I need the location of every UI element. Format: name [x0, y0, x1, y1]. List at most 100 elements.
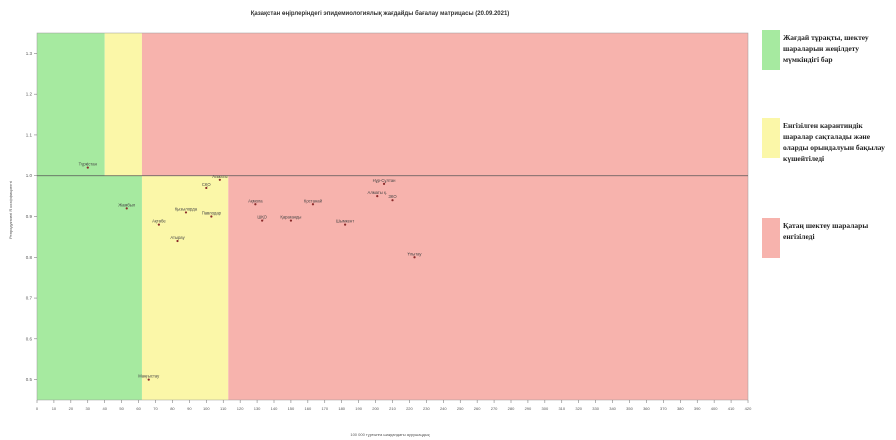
zone-3 [37, 175, 142, 400]
point-label: Жамбыл [118, 202, 135, 207]
data-point [125, 207, 128, 210]
legend-text-maintain: Енгізілген карантиндік шаралар сақталады… [783, 121, 885, 163]
point-label: Шымкент [336, 219, 354, 224]
x-tick-label: 20 [69, 406, 74, 411]
point-label: Алматы қ. [368, 190, 387, 195]
y-axis-label: Репродуктивті R коэффициенті [8, 181, 13, 239]
point-label: Павлодар [202, 211, 222, 216]
y-tick-label: 0.8 [26, 255, 33, 260]
data-point [254, 203, 257, 206]
zone-0 [37, 33, 105, 176]
x-tick-label: 180 [338, 406, 345, 411]
data-point [184, 211, 188, 214]
x-tick-label: 220 [406, 406, 413, 411]
x-tick-label: 300 [542, 406, 549, 411]
x-tick-label: 10 [52, 406, 57, 411]
y-tick-label: 0.7 [26, 296, 33, 301]
x-tick-label: 110 [220, 406, 227, 411]
data-point [147, 378, 150, 381]
data-point [210, 215, 213, 218]
x-tick-label: 320 [575, 406, 582, 411]
data-point [157, 223, 160, 226]
x-tick-label: 70 [153, 406, 158, 411]
x-tick-label: 30 [86, 406, 91, 411]
data-point [376, 195, 379, 198]
x-tick-label: 330 [592, 406, 599, 411]
x-tick-label: 140 [271, 406, 278, 411]
data-point [218, 178, 221, 181]
point-label: Маңғыстау [138, 374, 160, 379]
data-point [391, 199, 394, 202]
data-point [311, 203, 315, 206]
y-tick-label: 1.3 [26, 51, 33, 56]
x-tick-label: 60 [136, 406, 141, 411]
point-label: Ақтөбе [152, 219, 166, 224]
point-label: ШҚО [257, 215, 267, 220]
x-tick-label: 390 [694, 406, 701, 411]
legend-text-stable: Жағдай тұрақты, шектеу шараларын жеңілде… [783, 33, 869, 64]
point-label: СҚО [202, 182, 211, 187]
x-tick-label: 100 [203, 406, 210, 411]
x-tick-label: 130 [254, 406, 261, 411]
y-tick-label: 0.9 [26, 214, 33, 219]
x-tick-label: 260 [474, 406, 481, 411]
points-layer: Түркістан Жамбыл Маңғыстау Ақтөбе Атырау Қызы… [79, 162, 422, 381]
x-tick-label: 380 [677, 406, 684, 411]
y-tick-label: 0.6 [26, 336, 33, 341]
x-tick-label: 160 [305, 406, 312, 411]
data-point [176, 239, 179, 243]
x-tick-label: 90 [187, 406, 192, 411]
x-axis-label: 100 000 тұрғынға шаққандағы аурушаңдық [350, 432, 430, 437]
point-label: Ақмола [248, 198, 263, 203]
x-tick-label: 370 [660, 406, 667, 411]
chart-title: Қазақстан өңірлеріндегі эпидемиологиялық… [250, 11, 510, 17]
data-point [205, 186, 208, 190]
legend-swatch-yellow [762, 118, 780, 158]
point-label: Ұлытау [407, 251, 422, 256]
x-tick-label: 80 [170, 406, 175, 411]
x-tick-label: 310 [558, 406, 565, 411]
y-tick-label: 1.2 [26, 92, 33, 97]
x-tick-label: 290 [525, 406, 532, 411]
x-tick-label: 50 [119, 406, 124, 411]
data-point [289, 219, 293, 222]
point-label: Түркістан [79, 162, 98, 167]
x-tick-label: 400 [711, 406, 718, 411]
zone-1 [104, 33, 142, 176]
x-tick-label: 210 [389, 406, 396, 411]
x-tick-label: 340 [609, 406, 616, 411]
point-label: Алматы [212, 174, 227, 179]
zone-5 [228, 175, 749, 400]
zones-layer [37, 33, 749, 400]
point-label: ЗКО [388, 194, 397, 199]
y-tick-label: 0.5 [26, 377, 33, 382]
x-tick-label: 250 [457, 406, 464, 411]
legend-text-strict: Қатаң шектеу шаралары енгізіледі [783, 221, 869, 241]
x-tick-label: 270 [491, 406, 498, 411]
legend-swatch-red [762, 218, 780, 258]
x-tick-label: 200 [372, 406, 379, 411]
legend-swatch-green [762, 30, 780, 70]
data-point [86, 166, 89, 169]
point-label: Қызылорда [175, 206, 198, 211]
point-label: Атырау [170, 235, 185, 240]
axes-layer: 0 10 20 30 40 50 60 70 80 90 100 110 120 130 140 150 160… [26, 32, 752, 411]
x-tick-label: 410 [728, 406, 735, 411]
y-tick-label: 1.1 [26, 132, 33, 137]
x-tick-label: 280 [508, 406, 515, 411]
data-point [382, 182, 386, 185]
data-point [413, 256, 416, 259]
y-tick-label: 1.0 [26, 173, 33, 178]
scatter-chart: 0 10 20 30 40 50 60 70 80 90 100 110 120 130 140 150 160… [26, 32, 752, 411]
x-tick-label: 190 [355, 406, 362, 411]
x-tick-label: 230 [423, 406, 430, 411]
x-tick-label: 240 [440, 406, 447, 411]
zone-2 [141, 33, 748, 176]
x-tick-label: 350 [626, 406, 633, 411]
point-label: Қарағанды [280, 215, 301, 220]
x-tick-label: 420 [745, 406, 752, 411]
point-label: Қостанай [304, 198, 323, 203]
point-label: Нұр-Сұлтан [373, 178, 397, 183]
x-tick-label: 120 [237, 406, 244, 411]
x-tick-label: 150 [288, 406, 295, 411]
